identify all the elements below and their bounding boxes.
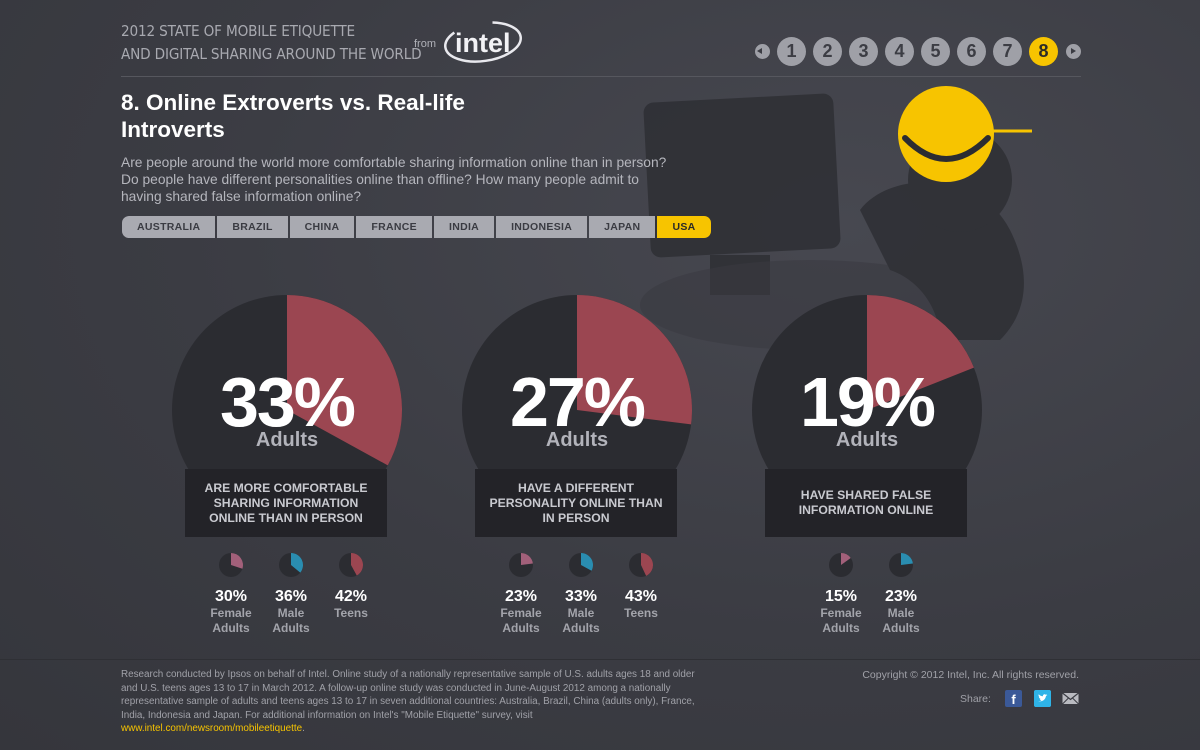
stat-group-label: Adults: [545, 429, 609, 451]
research-footnote: Research conducted by Ipsos on behalf of…: [121, 668, 701, 736]
prev-page-arrow-icon[interactable]: [755, 43, 770, 59]
breakdown-male-adults: 33% Male Adults: [551, 552, 611, 636]
stat-shared-false-info: 19% Adults HAVE SHARED FALSE INFORMATION…: [752, 295, 992, 655]
stat-percentage: 33%: [219, 363, 356, 441]
intel-logo-text: intel: [455, 28, 511, 58]
page-4-button[interactable]: 4: [885, 36, 914, 66]
mini-pie-slice: [231, 553, 243, 569]
footnote-text: Research conducted by Ipsos on behalf of…: [121, 669, 695, 721]
email-icon[interactable]: [1062, 690, 1079, 707]
breakdown-label: Teens: [334, 606, 368, 620]
breakdown-label: Male Adults: [272, 606, 310, 635]
pie-slice: [287, 295, 403, 466]
mini-pie-chart: [339, 553, 364, 577]
breakdown-value: 33%: [564, 588, 598, 605]
tab-france[interactable]: FRANCE: [356, 216, 432, 238]
mini-pie-chart: [569, 553, 594, 577]
stat-pie-chart: [462, 295, 692, 525]
mini-pie-slice: [521, 553, 533, 565]
breakdown-label: Female Adults: [210, 606, 252, 635]
mini-pie-chart: [629, 553, 654, 577]
stat-group-label: Adults: [255, 429, 319, 451]
mini-pie-slice: [581, 553, 594, 571]
tab-indonesia[interactable]: INDONESIA: [496, 216, 588, 238]
tab-brazil[interactable]: BRAZIL: [217, 216, 288, 238]
page-7-button[interactable]: 7: [993, 36, 1022, 66]
twitter-icon[interactable]: [1034, 690, 1051, 707]
copyright: Copyright © 2012 Intel, Inc. All rights …: [862, 669, 1079, 681]
tab-usa[interactable]: USA: [657, 216, 711, 238]
breakdown-female-adults: 30% Female Adults: [201, 552, 261, 636]
breakdown-value: 15%: [824, 588, 858, 605]
pie-slice: [867, 295, 974, 410]
breakdown-value: 30%: [214, 588, 248, 605]
breakdown-label: Male Adults: [562, 606, 600, 635]
tab-china[interactable]: CHINA: [289, 216, 355, 238]
breakdown-value: 43%: [624, 588, 658, 605]
stat-caption: HAVE A DIFFERENT PERSONALITY ONLINE THAN…: [475, 469, 677, 537]
tab-japan[interactable]: JAPAN: [589, 216, 656, 238]
breakdown-value: 42%: [334, 588, 368, 605]
stat-different-personality: 27% Adults HAVE A DIFFERENT PERSONALITY …: [462, 295, 702, 655]
facebook-icon[interactable]: f: [1005, 690, 1022, 707]
mini-pie-slice: [291, 553, 304, 573]
stat-caption: ARE MORE COMFORTABLE SHARING INFORMATION…: [185, 469, 387, 537]
mobile-etiquette-link[interactable]: www.intel.com/newsroom/mobileetiquette: [121, 723, 303, 735]
next-page-arrow-icon[interactable]: [1066, 43, 1081, 59]
breakdown-label: Teens: [624, 606, 658, 620]
breakdown-value: 23%: [884, 588, 918, 605]
breakdown-label: Female Adults: [500, 606, 542, 635]
breakdown-label: Male Adults: [882, 606, 920, 635]
breakdown-female-adults: 15% Female Adults: [811, 552, 871, 636]
header-title: 2012 STATE OF MOBILE ETIQUETTE AND DIGIT…: [121, 20, 422, 66]
breakdown-female-adults: 23% Female Adults: [491, 552, 551, 636]
stat-comfortable-online: 33% Adults ARE MORE COMFORTABLE SHARING …: [172, 295, 412, 655]
breakdown-teens: 42% Teens: [321, 552, 381, 621]
mini-pie-slice: [901, 553, 913, 565]
mini-pie-chart: [889, 553, 913, 577]
stat-pie-chart: [172, 295, 403, 525]
footnote-suffix: .: [302, 723, 305, 735]
footer-divider: [0, 659, 1200, 660]
page-8-button[interactable]: 8: [1029, 36, 1058, 66]
intel-logo[interactable]: intel: [442, 20, 524, 68]
stat-percentage: 19%: [799, 363, 936, 441]
stat-pie-chart: [752, 295, 982, 525]
page-6-button[interactable]: 6: [957, 36, 986, 66]
mini-pie-slice: [841, 553, 851, 565]
from-label: from: [414, 38, 436, 50]
breakdown-label: Female Adults: [820, 606, 862, 635]
page-3-button[interactable]: 3: [849, 36, 878, 66]
page-title: 8. Online Extroverts vs. Real-life Intro…: [121, 90, 465, 142]
mini-pie-chart: [509, 553, 533, 577]
page-5-button[interactable]: 5: [921, 36, 950, 66]
tab-australia[interactable]: AUSTRALIA: [122, 216, 216, 238]
breakdown-male-adults: 36% Male Adults: [261, 552, 321, 636]
header-title-line1: 2012 STATE OF MOBILE ETIQUETTE: [121, 22, 355, 40]
breakdown-male-adults: 23% Male Adults: [871, 552, 931, 636]
breakdown-value: 36%: [274, 588, 308, 605]
country-tabs: AUSTRALIA BRAZIL CHINA FRANCE INDIA INDO…: [122, 216, 713, 238]
page-2-button[interactable]: 2: [813, 36, 842, 66]
page-1-button[interactable]: 1: [777, 36, 806, 66]
stat-group-label: Adults: [835, 429, 899, 451]
mini-pie-chart: [219, 553, 243, 577]
mini-pie-chart: [279, 553, 304, 577]
page-subtitle: Are people around the world more comfort…: [121, 155, 667, 204]
mini-pie-chart: [829, 553, 853, 577]
pie-slice: [577, 295, 692, 425]
smiley-face-icon: [898, 86, 1032, 182]
header-divider: [121, 76, 1081, 77]
mini-pie-slice: [351, 553, 364, 576]
stat-percentage: 27%: [509, 363, 646, 441]
mini-pie-slice: [641, 553, 654, 576]
breakdown-value: 23%: [504, 588, 538, 605]
page-navigation: 1 2 3 4 5 6 7 8: [755, 36, 1081, 66]
tab-india[interactable]: INDIA: [433, 216, 495, 238]
breakdown-teens: 43% Teens: [611, 552, 671, 621]
stat-caption: HAVE SHARED FALSE INFORMATION ONLINE: [765, 469, 967, 537]
share-label: Share:: [960, 693, 991, 705]
header-title-line2: AND DIGITAL SHARING AROUND THE WORLD: [121, 45, 422, 63]
